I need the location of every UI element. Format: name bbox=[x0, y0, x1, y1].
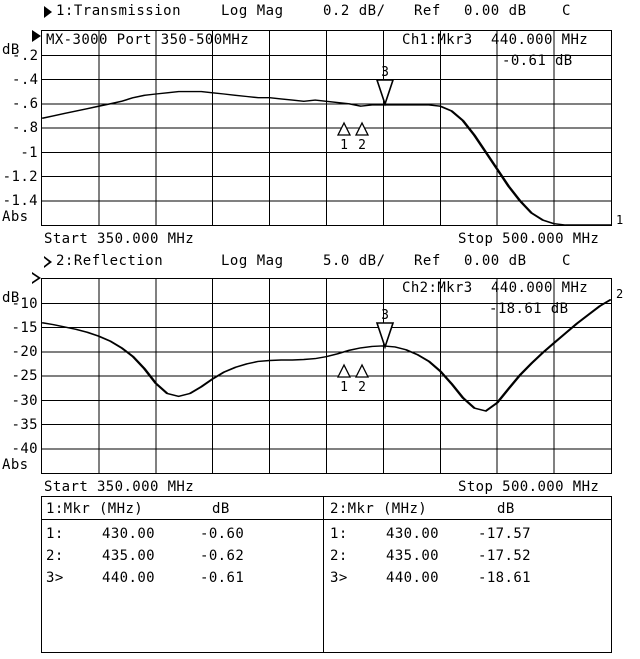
channel2-y-unit: dB bbox=[2, 290, 20, 306]
channel2-stop-frequency[interactable]: Stop 500.000 MHz bbox=[458, 479, 600, 495]
channel2-y-tick-7: -40 bbox=[11, 441, 38, 457]
svg-text:1: 1 bbox=[340, 138, 348, 153]
channel1-ref-value[interactable]: 0.00 dB bbox=[464, 3, 527, 19]
marker-row-value: -0.62 bbox=[200, 548, 245, 564]
channel1-edge-label: 1 bbox=[616, 213, 624, 227]
marker-row-id[interactable]: 3> bbox=[330, 570, 348, 586]
svg-text:1: 1 bbox=[340, 380, 348, 395]
device-label: MX-3000 Port 350-500MHz bbox=[46, 32, 250, 48]
marker-row-frequency[interactable]: 430.00 bbox=[102, 526, 155, 542]
marker-row-value: -17.52 bbox=[478, 548, 531, 564]
marker-table-right-header-name: 2:Mkr (MHz) bbox=[330, 501, 428, 517]
channel2-marker-3-active[interactable]: 3 bbox=[375, 308, 395, 350]
marker-table-left-header-name: 1:Mkr (MHz) bbox=[46, 501, 144, 517]
channel1-y-tick-7: -1.4 bbox=[2, 193, 38, 209]
channel2-trace bbox=[42, 298, 611, 412]
marker-row-value: -17.57 bbox=[478, 526, 531, 542]
marker-table-header-rule bbox=[42, 519, 611, 520]
channel2-reference-pointer-icon[interactable] bbox=[32, 272, 41, 284]
marker-table-left-header-value: dB bbox=[212, 501, 230, 517]
marker-row-id[interactable]: 2: bbox=[330, 548, 348, 564]
channel1-format[interactable]: Log Mag bbox=[221, 3, 284, 19]
channel1-plot: 1 2 3 bbox=[42, 31, 611, 225]
marker-table: 1:Mkr (MHz) dB 1: 430.00 -0.60 2: 435.00… bbox=[41, 496, 612, 653]
channel2-y-tick-5: -30 bbox=[11, 393, 38, 409]
channel1-start-frequency[interactable]: Start 350.000 MHz bbox=[44, 231, 195, 247]
channel2-marker-readout-channel: Ch2:Mkr3 bbox=[402, 280, 473, 296]
channel2-plot: 1 2 3 bbox=[42, 279, 611, 473]
channel1-marker-3-active[interactable]: 3 bbox=[375, 65, 395, 107]
marker-row-value: -18.61 bbox=[478, 570, 531, 586]
channel2-format[interactable]: Log Mag bbox=[221, 253, 284, 269]
channel2-edge-label: 2 bbox=[616, 287, 624, 301]
marker-row-id[interactable]: 3> bbox=[46, 570, 64, 586]
channel2-start-frequency[interactable]: Start 350.000 MHz bbox=[44, 479, 195, 495]
channel2-marker-readout-value: -18.61 dB bbox=[489, 301, 569, 317]
channel1-marker-readout-frequency: 440.000 MHz bbox=[491, 32, 589, 48]
channel1-trace bbox=[42, 90, 611, 225]
marker-row-frequency[interactable]: 430.00 bbox=[386, 526, 439, 542]
channel1-ref-label: Ref bbox=[414, 3, 441, 19]
channel1-y-bottom-label: Abs bbox=[2, 209, 29, 225]
marker-row-value: -0.61 bbox=[200, 570, 245, 586]
channel1-y-unit: dB bbox=[2, 42, 20, 58]
svg-text:3: 3 bbox=[381, 65, 389, 80]
channel1-reference-pointer-icon[interactable] bbox=[32, 30, 41, 42]
channel2-y-tick-1: -10 bbox=[11, 296, 38, 312]
channel1-y-tick-6: -1.2 bbox=[2, 169, 38, 185]
channel2-title[interactable]: 2:Reflection bbox=[56, 253, 164, 269]
channel2-y-tick-6: -35 bbox=[11, 417, 38, 433]
channel2-scale[interactable]: 5.0 dB/ bbox=[323, 253, 386, 269]
channel2-ref-label: Ref bbox=[414, 253, 441, 269]
channel1-y-tick-2: -.4 bbox=[12, 72, 39, 88]
channel2-active-indicator-icon[interactable] bbox=[44, 256, 52, 268]
marker-row-frequency[interactable]: 440.00 bbox=[102, 570, 155, 586]
channel1-y-tick-3: -.6 bbox=[12, 96, 39, 112]
marker-table-divider bbox=[323, 497, 324, 652]
marker-row-id[interactable]: 2: bbox=[46, 548, 64, 564]
channel2-marker-1[interactable]: 1 bbox=[336, 363, 352, 395]
channel2-marker-2[interactable]: 2 bbox=[354, 363, 370, 395]
channel1-graticule: 1 2 3 bbox=[41, 30, 612, 226]
channel1-y-tick-1: -.2 bbox=[12, 48, 39, 64]
channel1-marker-2[interactable]: 2 bbox=[354, 121, 370, 153]
channel1-marker-1[interactable]: 1 bbox=[336, 121, 352, 153]
marker-row-value: -0.60 bbox=[200, 526, 245, 542]
channel2-correction-flag: C bbox=[562, 253, 571, 269]
channel2-y-tick-3: -20 bbox=[11, 344, 38, 360]
channel1-active-indicator-icon[interactable] bbox=[44, 6, 52, 18]
svg-text:2: 2 bbox=[358, 138, 366, 153]
marker-row-frequency[interactable]: 435.00 bbox=[386, 548, 439, 564]
svg-text:2: 2 bbox=[358, 380, 366, 395]
channel1-marker-readout-channel: Ch1:Mkr3 bbox=[402, 32, 473, 48]
channel1-correction-flag: C bbox=[562, 3, 571, 19]
channel1-y-tick-5: -1 bbox=[20, 145, 38, 161]
channel2-y-tick-4: -25 bbox=[11, 368, 38, 384]
channel2-marker-readout-frequency: 440.000 MHz bbox=[491, 280, 589, 296]
channel2-y-bottom-label: Abs bbox=[2, 457, 29, 473]
channel1-stop-frequency[interactable]: Stop 500.000 MHz bbox=[458, 231, 600, 247]
channel2-graticule: 1 2 3 bbox=[41, 278, 612, 474]
channel2-ref-value[interactable]: 0.00 dB bbox=[464, 253, 527, 269]
marker-row-id[interactable]: 1: bbox=[330, 526, 348, 542]
svg-text:3: 3 bbox=[381, 308, 389, 323]
channel1-scale[interactable]: 0.2 dB/ bbox=[323, 3, 386, 19]
channel1-title[interactable]: 1:Transmission bbox=[56, 3, 182, 19]
marker-row-id[interactable]: 1: bbox=[46, 526, 64, 542]
channel2-y-tick-2: -15 bbox=[11, 320, 38, 336]
marker-row-frequency[interactable]: 440.00 bbox=[386, 570, 439, 586]
marker-row-frequency[interactable]: 435.00 bbox=[102, 548, 155, 564]
channel1-marker-readout-value: -0.61 dB bbox=[502, 53, 573, 69]
marker-table-right-header-value: dB bbox=[497, 501, 515, 517]
channel1-y-tick-4: -.8 bbox=[12, 120, 39, 136]
